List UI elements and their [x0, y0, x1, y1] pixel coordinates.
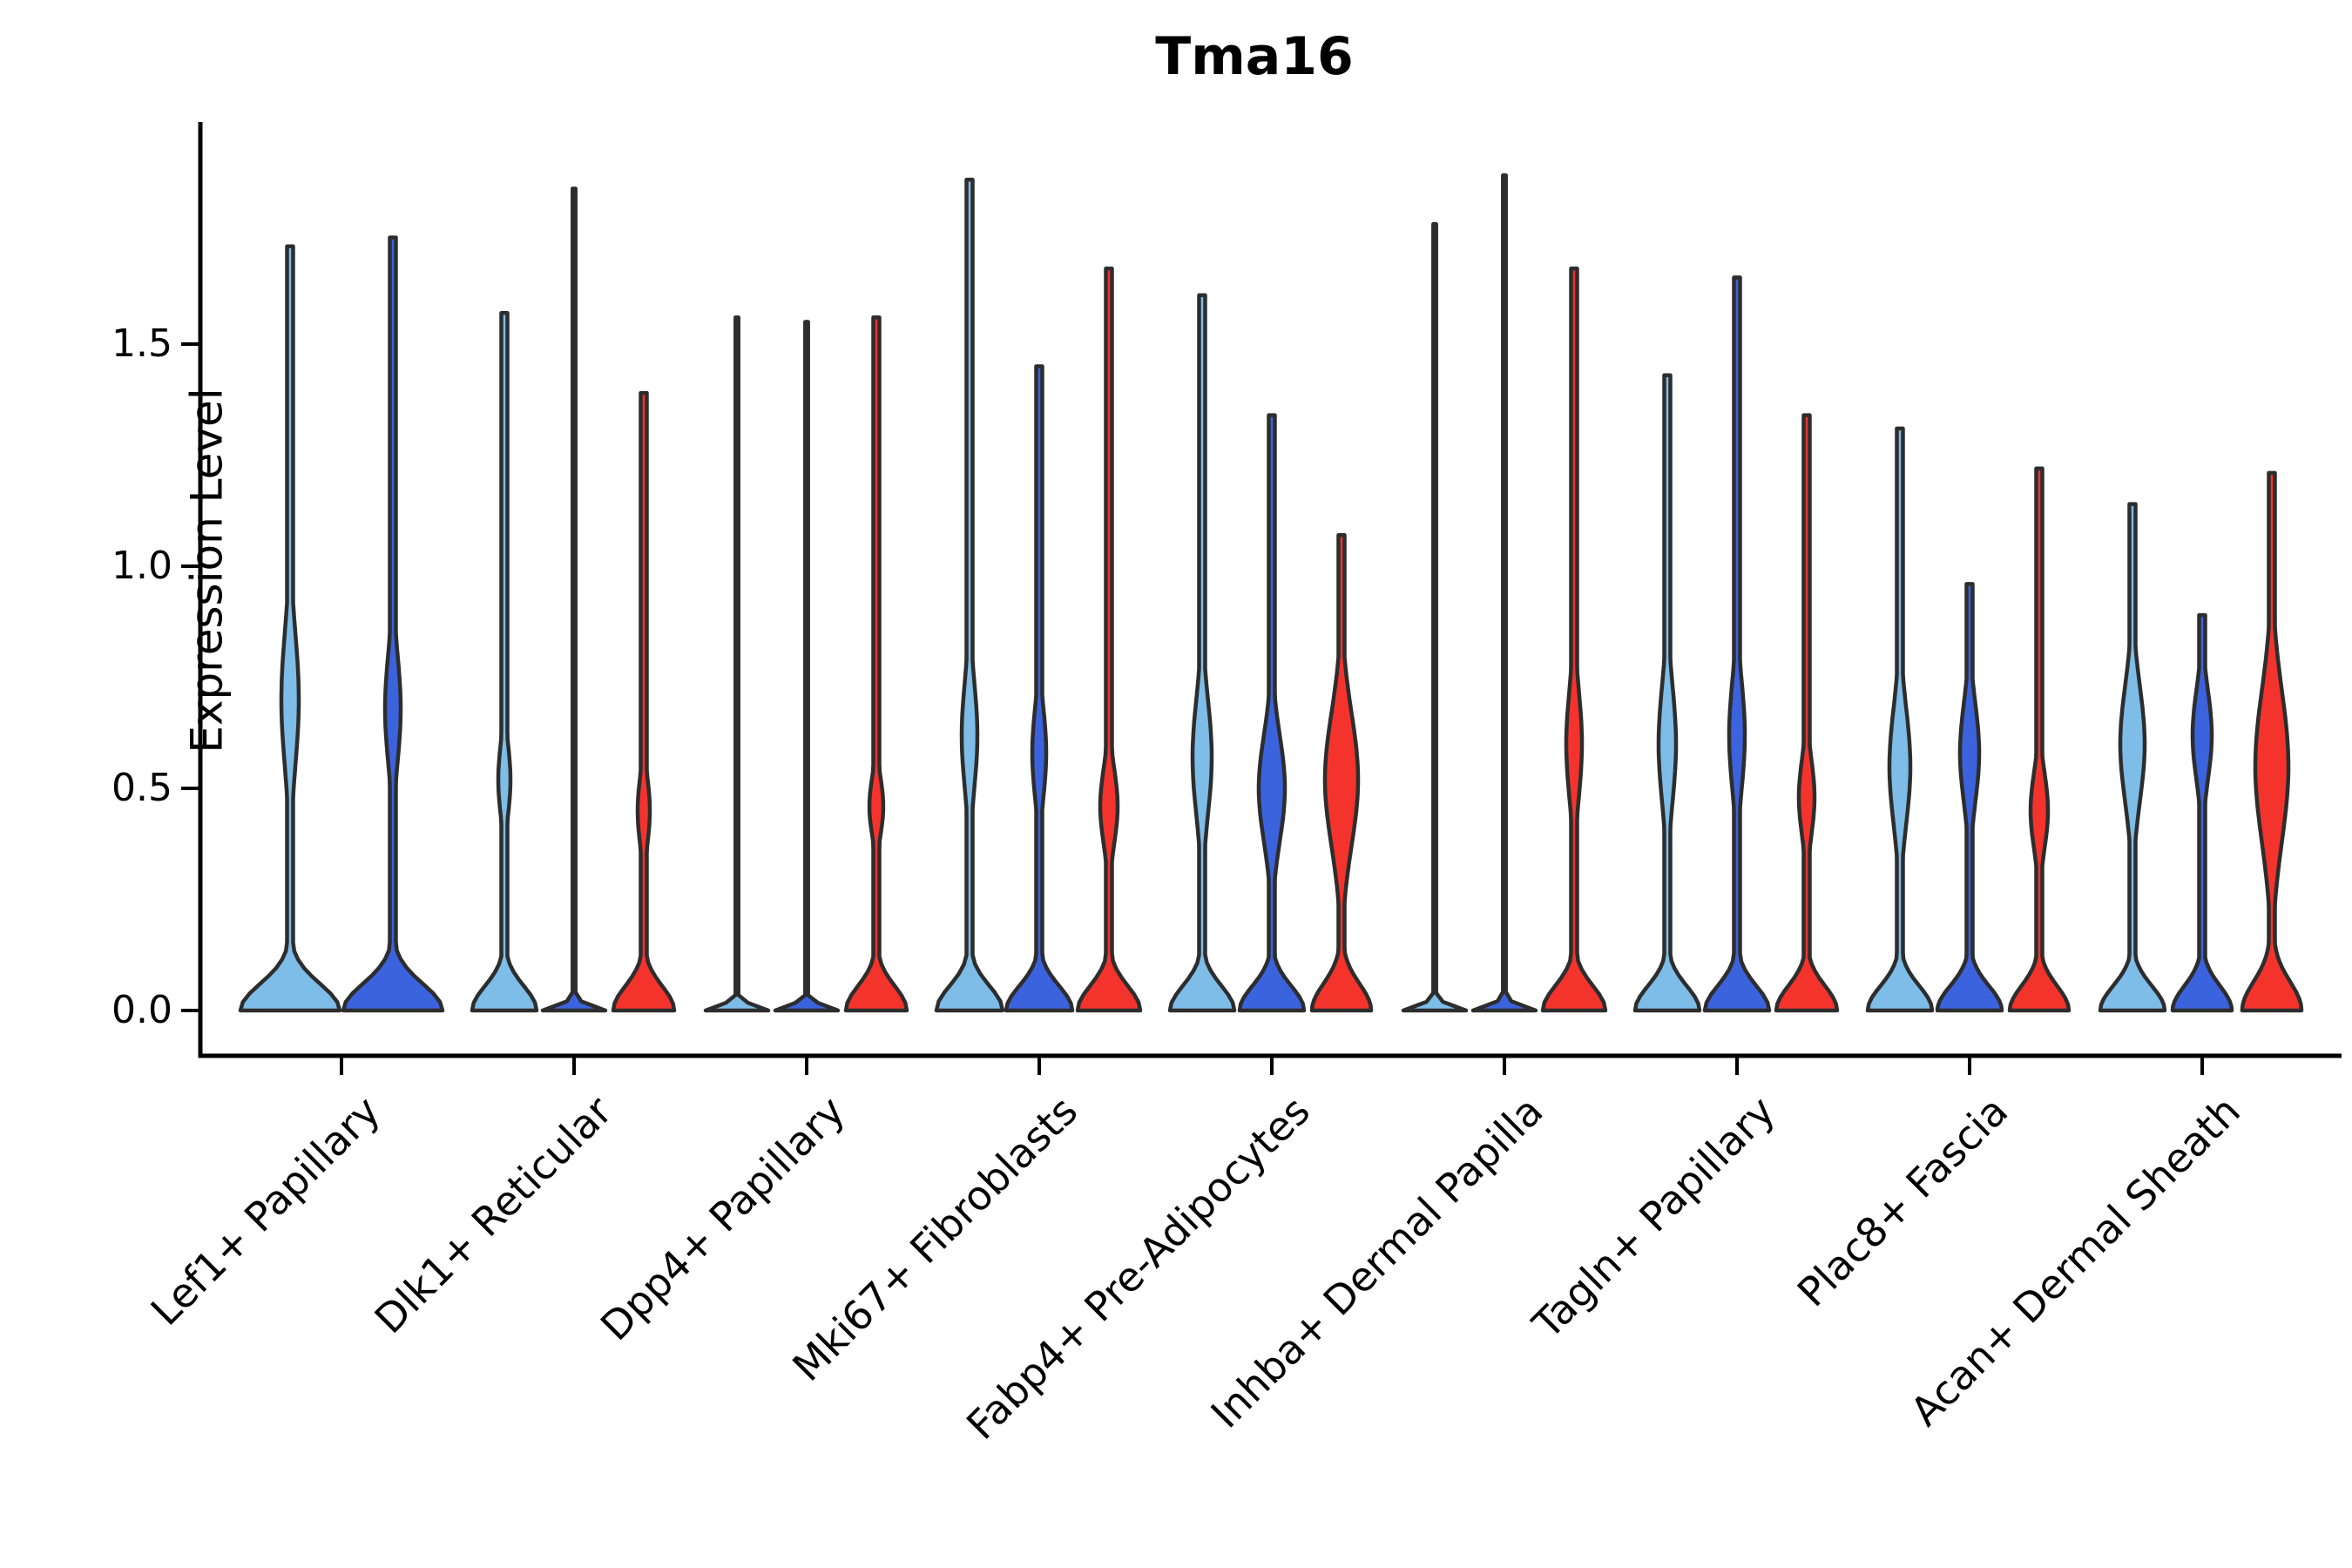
- violin-lef1-papillary-dark-blue: [341, 235, 445, 1013]
- y-tick-label-1.5: 1.5: [112, 321, 172, 366]
- violin-tagln-papillary-light-blue: [1632, 373, 1702, 1013]
- violin-fabp4-pre-adipocytes-red: [1309, 533, 1374, 1013]
- violin-acan-dermal-sheath-red: [2240, 470, 2304, 1013]
- axes-layer: [181, 122, 2342, 1075]
- violin-dlk1-reticular-red: [611, 390, 677, 1013]
- violin-inhba-dermal-papilla-dark-blue: [1470, 172, 1538, 1013]
- violin-dlk1-reticular-dark-blue: [540, 186, 608, 1013]
- violin-acan-dermal-sheath-dark-blue: [2170, 612, 2234, 1013]
- violin-acan-dermal-sheath-light-blue: [2098, 502, 2167, 1013]
- violin-inhba-dermal-papilla-red: [1540, 267, 1608, 1013]
- violin-inhba-dermal-papilla-light-blue: [1401, 222, 1469, 1013]
- violin-plac8-fascia-red: [2007, 466, 2072, 1013]
- violin-plac8-fascia-dark-blue: [1935, 582, 2004, 1013]
- violin-fabp4-pre-adipocytes-light-blue: [1167, 293, 1237, 1013]
- violin-dpp4-papillary-dark-blue: [773, 320, 841, 1013]
- axis-spines: [198, 122, 2342, 1058]
- violin-dlk1-reticular-light-blue: [470, 311, 539, 1013]
- chart-title: Tma16: [1155, 26, 1354, 87]
- violin-dpp4-papillary-light-blue: [703, 315, 771, 1013]
- violin-plac8-fascia-light-blue: [1865, 426, 1935, 1013]
- violins-layer: [238, 172, 2304, 1013]
- violin-tagln-papillary-dark-blue: [1702, 275, 1772, 1013]
- violin-mki67-fibroblasts-dark-blue: [1004, 364, 1075, 1013]
- violin-tagln-papillary-red: [1774, 413, 1840, 1013]
- y-axis-label: Expression Level: [181, 388, 233, 754]
- y-tick-label-1.0: 1.0: [112, 544, 172, 588]
- violin-mki67-fibroblasts-red: [1075, 267, 1143, 1013]
- violin-mki67-fibroblasts-light-blue: [934, 178, 1005, 1013]
- violin-dpp4-papillary-red: [843, 315, 909, 1013]
- violin-lef1-papillary-light-blue: [238, 244, 342, 1013]
- y-tick-label-0.0: 0.0: [112, 988, 172, 1032]
- y-tick-label-0.5: 0.5: [112, 766, 172, 810]
- violin-fabp4-pre-adipocytes-dark-blue: [1237, 413, 1307, 1013]
